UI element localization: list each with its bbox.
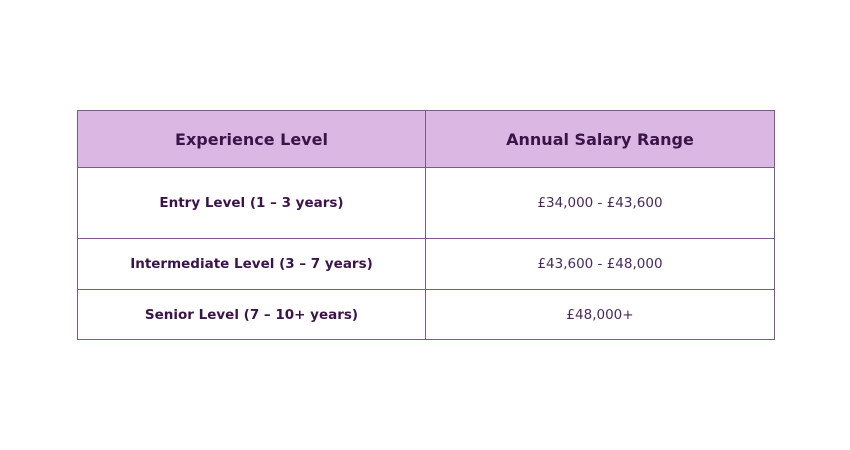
table-row: Senior Level (7 – 10+ years) £48,000+: [77, 289, 775, 340]
salary-range-cell: £34,000 - £43,600: [425, 167, 775, 239]
table-row: Entry Level (1 – 3 years) £34,000 - £43,…: [77, 167, 775, 239]
header-annual-salary-range: Annual Salary Range: [425, 110, 775, 168]
table-row: Intermediate Level (3 – 7 years) £43,600…: [77, 238, 775, 290]
salary-range-cell: £48,000+: [425, 289, 775, 340]
experience-level-cell: Intermediate Level (3 – 7 years): [77, 238, 426, 290]
experience-level-cell: Entry Level (1 – 3 years): [77, 167, 426, 239]
table-header: Experience Level Annual Salary Range: [77, 110, 775, 168]
salary-range-cell: £43,600 - £48,000: [425, 238, 775, 290]
header-experience-level: Experience Level: [77, 110, 426, 168]
header-row: Experience Level Annual Salary Range: [77, 110, 775, 168]
salary-table: Experience Level Annual Salary Range Ent…: [77, 110, 775, 340]
experience-level-cell: Senior Level (7 – 10+ years): [77, 289, 426, 340]
table-body: Entry Level (1 – 3 years) £34,000 - £43,…: [77, 167, 775, 340]
